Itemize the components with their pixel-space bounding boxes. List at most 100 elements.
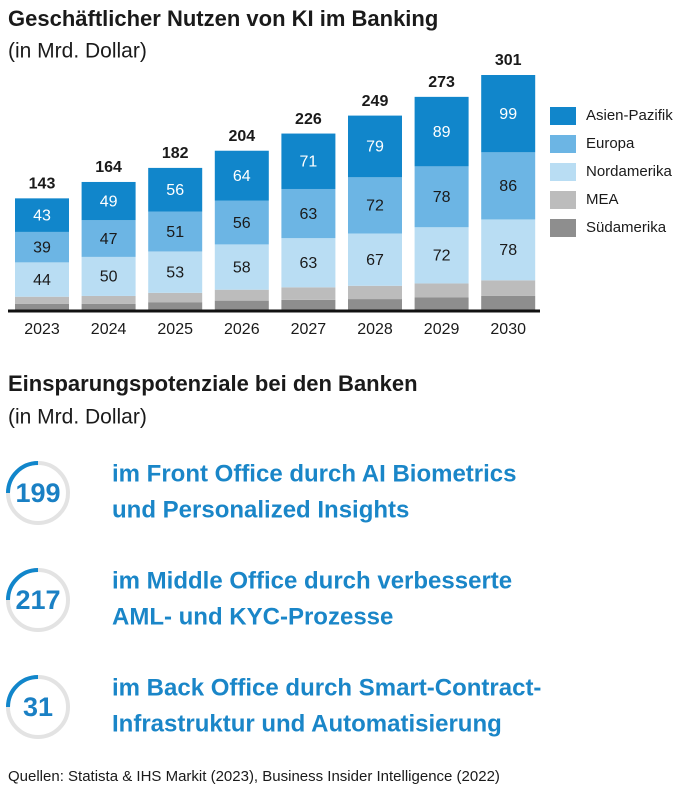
value-label: 50 (100, 269, 118, 286)
legend-swatch (550, 135, 576, 153)
total-label: 226 (295, 111, 322, 128)
legend-label: Asien-Pazifik (586, 107, 673, 124)
saving-text: Infrastruktur und Automatisierung (112, 710, 502, 737)
value-label: 49 (100, 193, 118, 210)
bar-segment (481, 295, 536, 310)
section-title: Einsparungspotenziale bei den Banken (8, 371, 418, 396)
x-tick-label: 2029 (424, 321, 460, 338)
x-tick-label: 2023 (24, 321, 60, 338)
saving-text: im Middle Office durch verbesserte (112, 567, 512, 594)
value-label: 47 (100, 231, 118, 248)
bar-segment (481, 219, 536, 281)
value-label: 63 (300, 255, 318, 272)
legend-swatch (550, 107, 576, 125)
bar-segment (281, 188, 336, 239)
bar-segment (214, 200, 269, 245)
value-label: 71 (300, 153, 318, 170)
saving-text: im Front Office durch AI Biometrics (112, 460, 517, 487)
legend-label: Nordamerika (586, 163, 673, 180)
bar-segment (281, 238, 336, 288)
x-tick-label: 2027 (291, 321, 327, 338)
value-label: 78 (499, 242, 517, 259)
value-label: 44 (33, 272, 51, 289)
bar-segment (481, 280, 536, 296)
chart-subtitle: (in Mrd. Dollar) (8, 40, 147, 63)
bar-segment (281, 299, 336, 310)
section-subtitle: (in Mrd. Dollar) (8, 406, 147, 429)
total-label: 143 (29, 176, 56, 193)
bar-segment (414, 166, 469, 228)
bar-segment (148, 292, 203, 303)
bar-segment (148, 167, 203, 212)
value-label: 64 (233, 168, 251, 185)
value-label: 79 (366, 139, 384, 156)
value-label: 56 (166, 182, 184, 199)
value-label: 63 (300, 206, 318, 223)
saving-text: AML- und KYC-Prozesse (112, 603, 393, 630)
bar-segment (281, 287, 336, 300)
total-label: 273 (428, 74, 455, 91)
bar-segment (414, 283, 469, 298)
bar-segment (348, 285, 402, 300)
total-label: 164 (95, 159, 122, 176)
bar-segment (15, 231, 69, 263)
bar-segment (15, 198, 69, 232)
bar-segment (15, 296, 69, 304)
total-label: 249 (362, 93, 389, 110)
bar-segment (281, 133, 336, 189)
ring-arc (6, 568, 39, 601)
x-tick-label: 2026 (224, 321, 260, 338)
ring-arc (6, 461, 39, 494)
source: Quellen: Statista & IHS Markit (2023), B… (8, 768, 500, 785)
bar-segment (414, 297, 469, 310)
bar-segment (15, 303, 69, 310)
bar-segment (481, 152, 536, 220)
bar-segment (148, 211, 203, 252)
bar-segment (214, 150, 269, 201)
total-label: 182 (162, 145, 189, 162)
legend-swatch (550, 191, 576, 209)
saving-value: 217 (15, 585, 60, 615)
bar-segment (148, 251, 203, 293)
bar-segment (414, 96, 469, 167)
legend-label: Europa (586, 135, 635, 152)
bar-segment (481, 75, 536, 153)
bar-segment (214, 289, 269, 301)
bar-segment (81, 256, 136, 296)
value-label: 56 (233, 215, 251, 232)
value-label: 51 (166, 224, 184, 241)
saving-text: und Personalized Insights (112, 496, 409, 523)
value-label: 86 (499, 178, 517, 195)
bar-segment (81, 295, 136, 304)
bar-segment (348, 115, 402, 178)
saving-text: im Back Office durch Smart-Contract- (112, 674, 541, 701)
total-label: 301 (495, 52, 522, 69)
bar-segment (348, 233, 402, 286)
value-label: 39 (33, 239, 51, 256)
value-label: 58 (233, 259, 251, 276)
bar-segment (414, 227, 469, 284)
value-label: 67 (366, 252, 384, 269)
total-label: 204 (228, 128, 255, 145)
value-label: 43 (33, 207, 51, 224)
chart-title: Geschäftlicher Nutzen von KI im Banking (8, 6, 438, 31)
value-label: 89 (433, 124, 451, 141)
value-label: 72 (433, 248, 451, 265)
saving-value: 199 (15, 478, 60, 508)
bar-segment (148, 302, 203, 310)
value-label: 53 (166, 264, 184, 281)
value-label: 78 (433, 189, 451, 206)
x-tick-label: 2028 (357, 321, 393, 338)
bar-segment (81, 220, 136, 257)
ring-arc (6, 675, 39, 708)
bar-segment (81, 303, 136, 310)
value-label: 99 (499, 106, 517, 123)
value-label: 72 (366, 198, 384, 215)
bar-segment (214, 244, 269, 290)
bar-segment (15, 262, 69, 297)
x-tick-label: 2024 (91, 321, 127, 338)
saving-value: 31 (23, 692, 53, 722)
legend-label: MEA (586, 191, 619, 208)
